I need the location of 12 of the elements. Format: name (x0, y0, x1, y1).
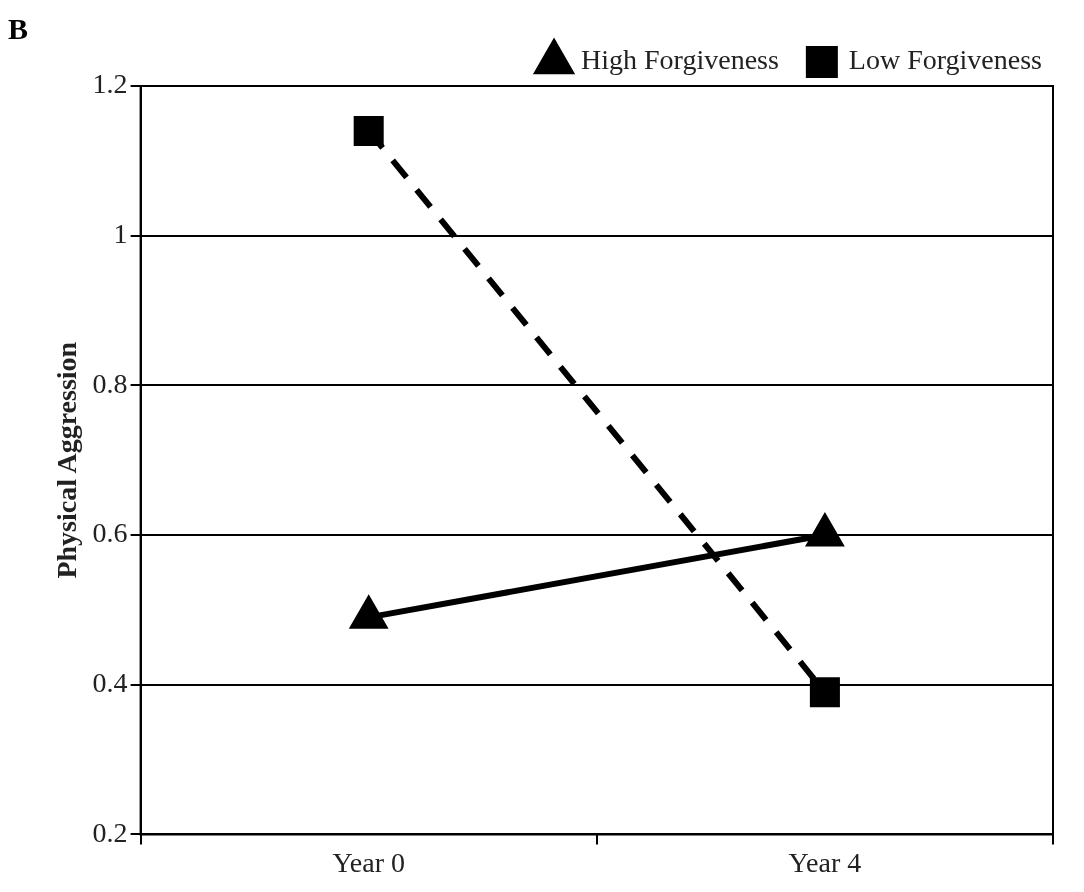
y-tick-label: 1.2 (92, 68, 128, 100)
text: B (8, 11, 29, 45)
x-tick-label: Year 0 (332, 846, 405, 878)
y-tick-label: 0.8 (92, 367, 128, 399)
legend-label: High Forgiveness (581, 44, 779, 76)
x-tick-label: Year 4 (788, 846, 862, 878)
legend-label: Low Forgiveness (848, 44, 1043, 76)
y-tick-label: 1 (113, 218, 128, 250)
y-tick-label: 0.6 (92, 517, 128, 549)
y-tick-label: 0.2 (92, 816, 128, 848)
y-axis-title: Physical Aggression (51, 341, 83, 579)
y-tick-label: 0.4 (92, 667, 128, 699)
